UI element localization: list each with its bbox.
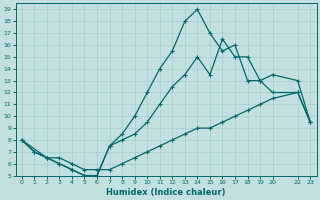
X-axis label: Humidex (Indice chaleur): Humidex (Indice chaleur) [106, 188, 226, 197]
